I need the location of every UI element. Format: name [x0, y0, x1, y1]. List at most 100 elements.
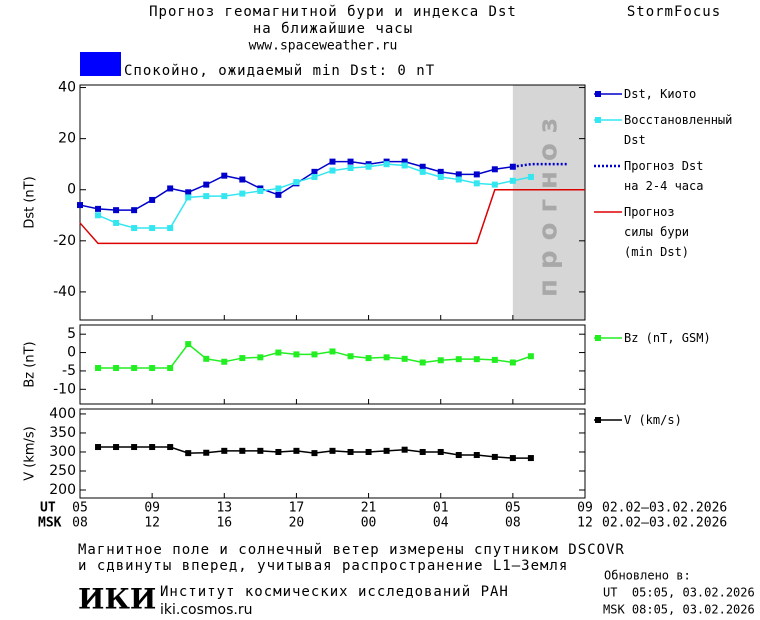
- x-tick-label: 05: [72, 501, 88, 516]
- x-tick-label: 09: [144, 501, 160, 516]
- point: [185, 450, 192, 457]
- legend-item: Прогноз Dst на 2-4 часа: [592, 156, 732, 196]
- x2-tick-label: 12: [144, 516, 160, 531]
- point: [185, 189, 192, 196]
- series-line: [512, 162, 567, 168]
- status-box: [80, 52, 121, 76]
- legend-symbol: [594, 91, 622, 97]
- point: [185, 341, 192, 348]
- point: [311, 351, 318, 358]
- point: [365, 355, 372, 362]
- legend-marker: [595, 117, 601, 123]
- point: [167, 364, 174, 371]
- x2-tick-label: 12: [577, 516, 593, 531]
- x-tick-label: 13: [216, 501, 232, 516]
- point: [257, 447, 264, 454]
- point: [275, 448, 282, 455]
- y-tick-label: -40: [53, 284, 76, 300]
- point: [527, 173, 534, 180]
- site: iki.cosmos.ru: [160, 602, 252, 618]
- point: [185, 194, 192, 201]
- y-tick-label: -5: [62, 363, 76, 379]
- point: [437, 168, 444, 175]
- point: [419, 448, 426, 455]
- legend-label: V (km/s): [624, 413, 682, 427]
- x-axis-label: 02.02–03.02.2026: [602, 501, 727, 516]
- x2-axis-name: MSK: [38, 516, 62, 531]
- point: [419, 163, 426, 170]
- point: [167, 444, 174, 451]
- point: [131, 225, 138, 232]
- point: [491, 356, 498, 363]
- point: [275, 349, 282, 356]
- legend-symbol: [594, 417, 622, 423]
- point: [455, 356, 462, 363]
- legend-symbol: [594, 211, 622, 213]
- legend-label: Прогноз Dst на 2-4 часа: [624, 159, 704, 193]
- point: [365, 163, 372, 170]
- point: [401, 158, 408, 165]
- point: [311, 173, 318, 180]
- point: [329, 348, 336, 355]
- point: [383, 161, 390, 168]
- updated-ut: UT 05:05, 03.02.2026: [603, 586, 755, 600]
- logo: ИКИ: [78, 583, 156, 616]
- point: [149, 225, 156, 232]
- x-tick-label: 21: [361, 501, 377, 516]
- plot-frame: [79, 324, 586, 405]
- point: [221, 358, 228, 365]
- point: [149, 444, 156, 451]
- legend-label: Dst, Киото: [624, 87, 697, 101]
- legend-label: Прогноз силы бури (min Dst): [624, 205, 690, 259]
- point: [473, 356, 480, 363]
- y-tick-label: 0: [67, 182, 76, 198]
- point: [311, 168, 318, 175]
- point: [293, 179, 300, 186]
- point: [257, 354, 264, 361]
- x2-axis-label: 02.02–03.02.2026: [602, 516, 727, 531]
- legend-label: Bz (nT, GSM): [624, 331, 711, 345]
- point: [203, 355, 210, 362]
- x-tick-label: 01: [433, 501, 449, 516]
- point: [419, 359, 426, 366]
- plot-frame: [79, 84, 586, 321]
- y-axis-label: V (km/s): [23, 426, 38, 481]
- legend-item: Восстановленный Dst: [592, 110, 732, 150]
- y-tick-label: 250: [49, 463, 76, 479]
- point: [167, 225, 174, 232]
- legend-marker: [595, 91, 601, 97]
- point: [95, 444, 102, 451]
- point: [329, 447, 336, 454]
- point: [113, 364, 120, 371]
- point: [365, 448, 372, 455]
- updated: Обновлено в:: [604, 569, 691, 583]
- point: [167, 185, 174, 192]
- point: [437, 173, 444, 180]
- y-tick-label: 5: [67, 326, 76, 342]
- point: [401, 446, 408, 453]
- legend-item: Bz (nT, GSM): [592, 328, 711, 348]
- point: [401, 162, 408, 169]
- note: Магнитное поле и солнечный ветер измерен…: [78, 542, 625, 558]
- point: [473, 180, 480, 187]
- point: [311, 450, 318, 457]
- point: [473, 171, 480, 178]
- title: Прогноз геомагнитной бури и индекса Dst: [149, 4, 517, 20]
- point: [383, 447, 390, 454]
- point: [149, 196, 156, 203]
- point: [347, 158, 354, 165]
- point: [77, 202, 83, 209]
- legend: Dst, Киото Восстановленный Dst Прогноз Dst…: [592, 84, 732, 262]
- point: [203, 193, 210, 200]
- point: [383, 354, 390, 361]
- point: [347, 448, 354, 455]
- y-tick-label: 350: [49, 425, 76, 441]
- legend: Bz (nT, GSM): [592, 328, 711, 348]
- point: [437, 448, 444, 455]
- point: [329, 158, 336, 165]
- plot-frame: [79, 408, 586, 499]
- point: [401, 355, 408, 362]
- x2-tick-label: 16: [216, 516, 232, 531]
- point: [257, 188, 264, 195]
